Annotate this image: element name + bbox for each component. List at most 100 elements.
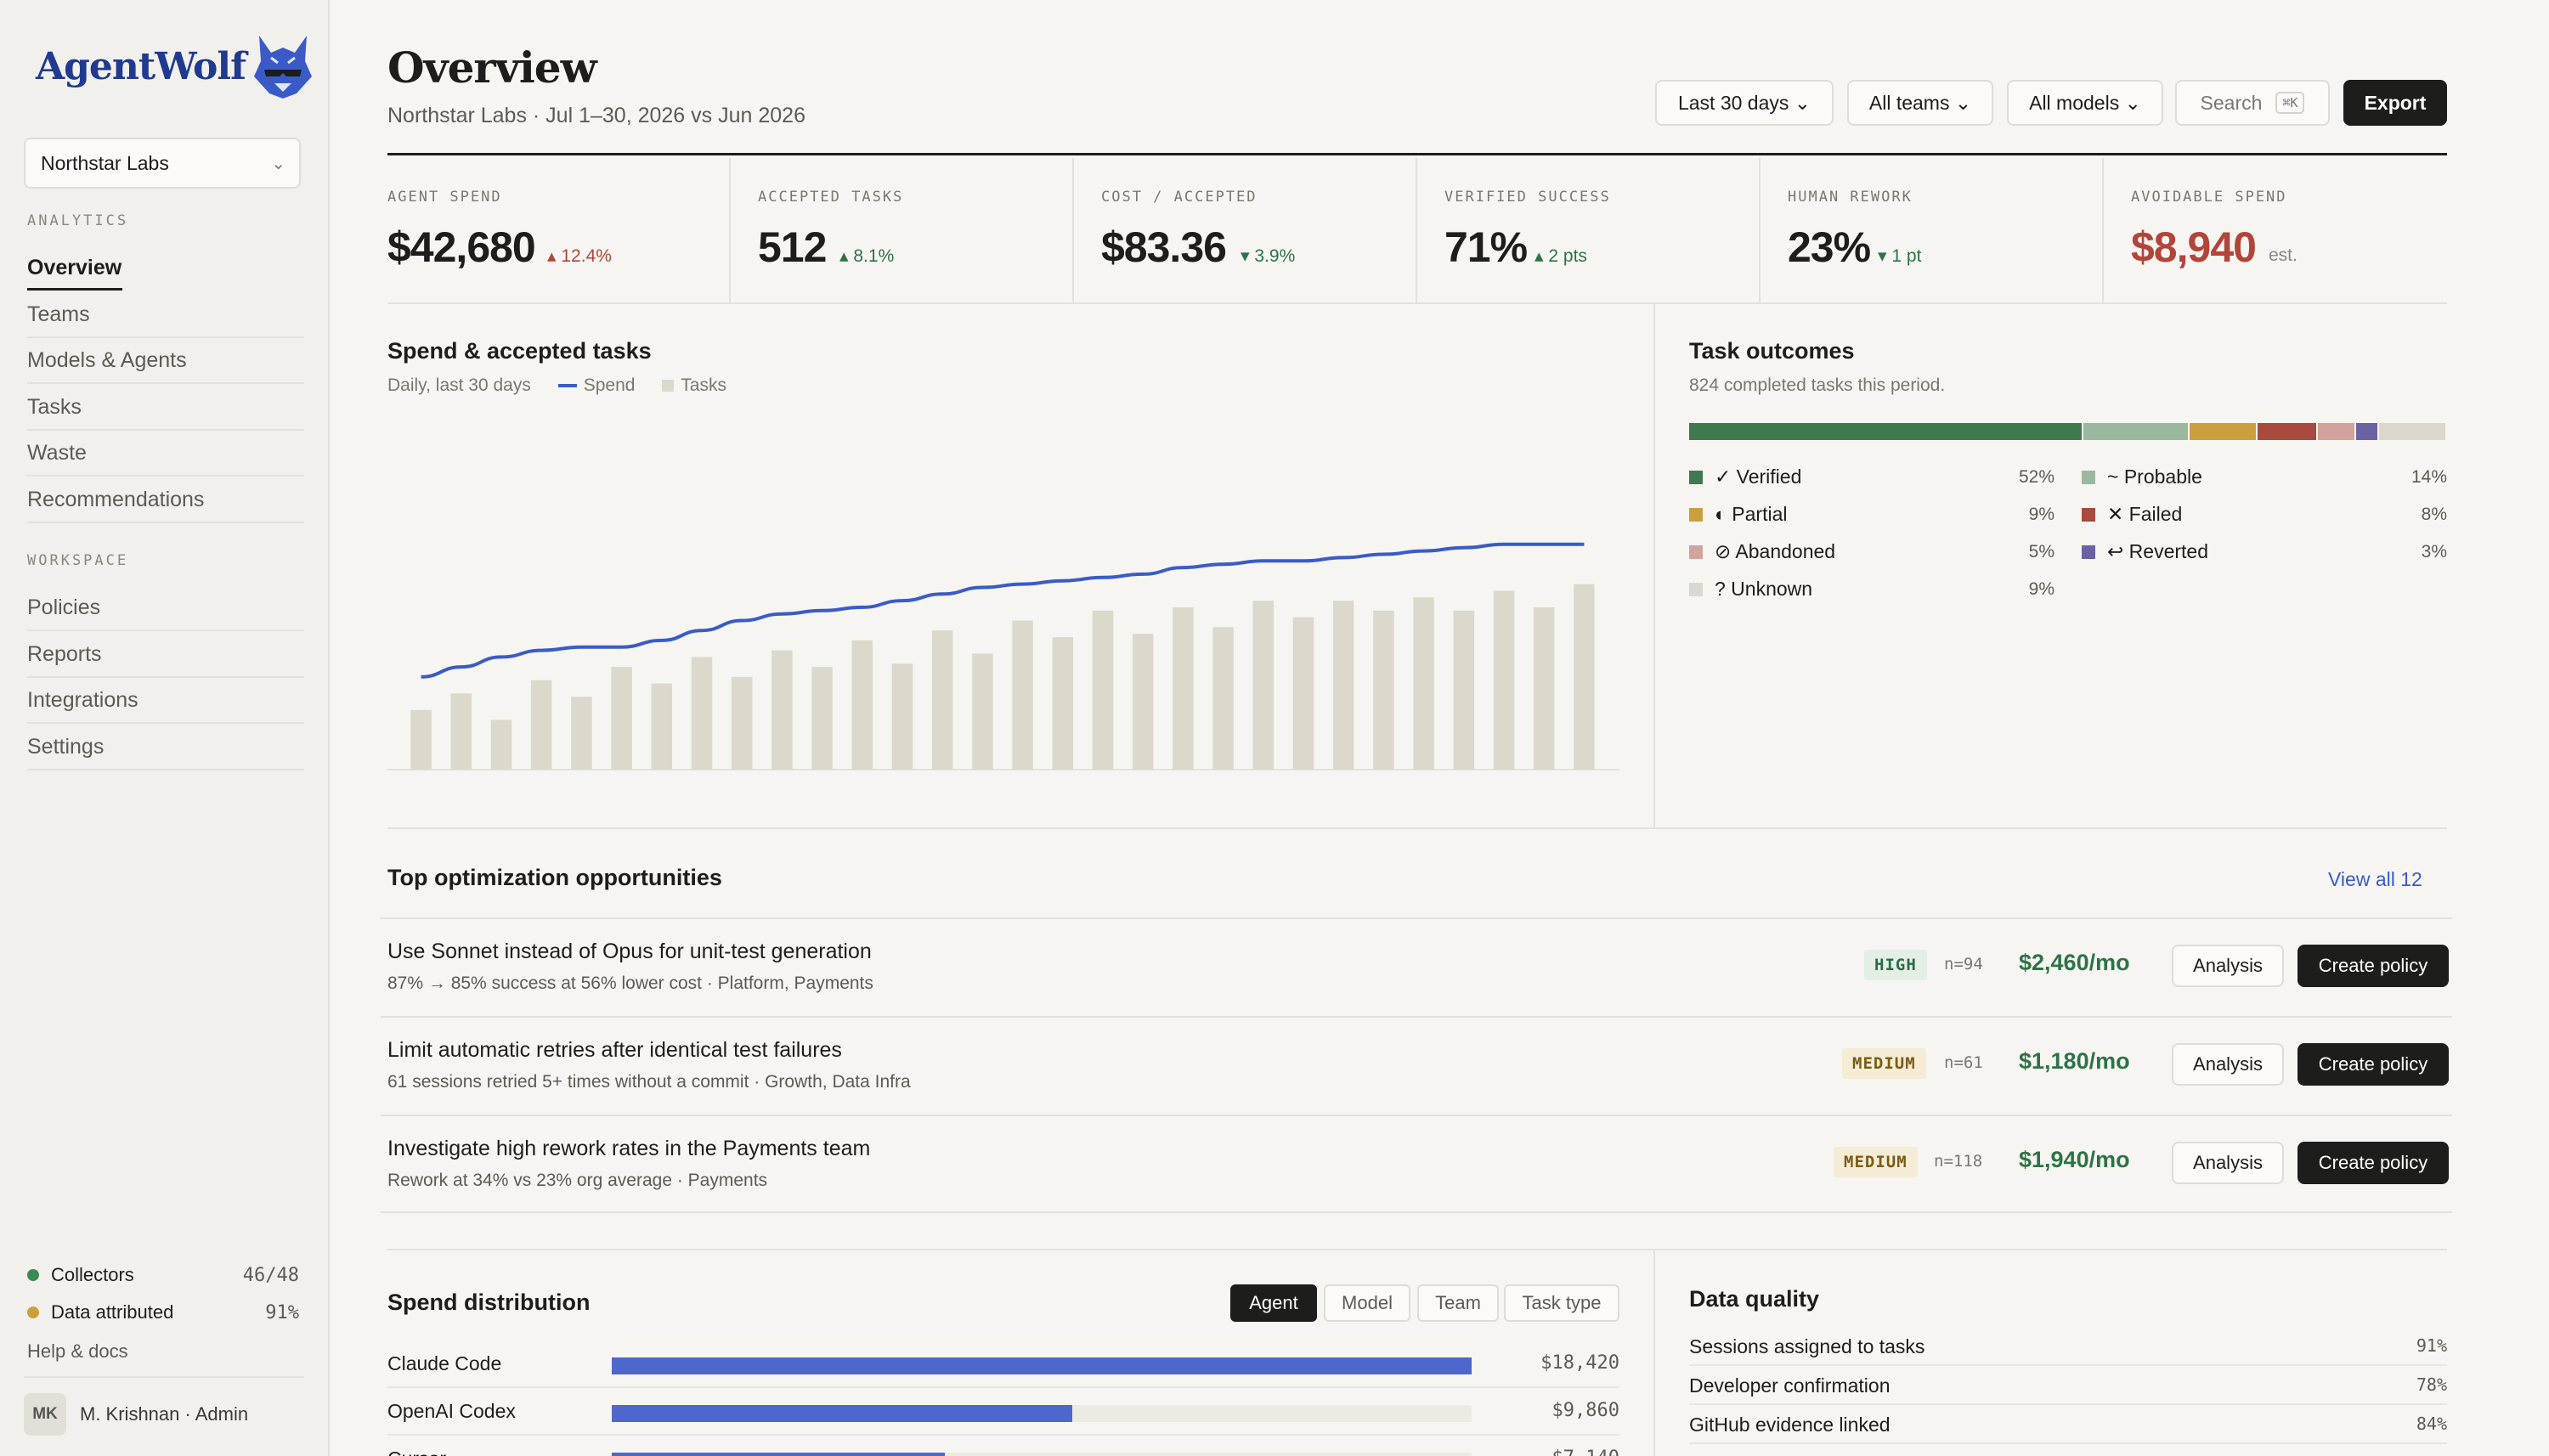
sidebar: AgentWolf Northstar Labs ⌄ ANALYTICS Ove… [0,0,330,1456]
page-title: Overview [387,42,597,93]
view-all-link[interactable]: View all 12 [2328,868,2422,890]
data-attributed-status[interactable]: Data attributed 91% [27,1301,299,1323]
outcome-label: ~ Probable [2107,466,2202,488]
tasks-bar [1052,637,1074,770]
reverted-swatch-icon [2082,545,2095,559]
collectors-status[interactable]: Collectors 46/48 [27,1264,299,1286]
export-button[interactable]: Export [2343,80,2447,126]
help-docs-link[interactable]: Help & docs [27,1340,128,1362]
data-quality-row: Developer confirmation 78% [1689,1366,2447,1405]
tasks-bar [1373,610,1394,770]
analysis-button[interactable]: Analysis [2172,1043,2284,1086]
sidebar-item-models-agents[interactable]: Models & Agents [27,338,304,384]
outcome-label: ✓ Verified [1715,466,1802,488]
tab-team[interactable]: Team [1417,1284,1499,1322]
kpi-label: VERIFIED SUCCESS [1444,189,1611,206]
tab-task-type[interactable]: Task type [1504,1284,1619,1322]
user-name: M. Krishnan · Admin [80,1403,249,1425]
spend-chart-title: Spend & accepted tasks [387,338,652,364]
date-range-filter[interactable]: Last 30 days ⌄ [1655,80,1834,126]
outcome-label: ? Unknown [1715,578,1813,600]
tasks-bar [571,697,592,770]
divider [24,1376,304,1378]
search-button[interactable]: Search ⌘K [2175,80,2330,126]
sidebar-item-tasks[interactable]: Tasks [27,385,304,431]
tasks-bar [972,653,993,770]
brand-name: AgentWolf [36,44,246,88]
divider [1653,1249,1655,1456]
tab-model[interactable]: Model [1324,1284,1410,1322]
sidebar-item-reports[interactable]: Reports [27,632,304,678]
analysis-button[interactable]: Analysis [2172,945,2284,987]
kpi-label: AVOIDABLE SPEND [2131,189,2287,206]
logo[interactable]: AgentWolf [36,32,314,100]
data-quality-row: Sessions assigned to tasks 91% [1689,1327,2447,1366]
sidebar-item-waste[interactable]: Waste [27,431,304,477]
tasks-bar [1092,610,1114,770]
team-filter[interactable]: All teams ⌄ [1847,80,1993,126]
opportunity-detail: 61 sessions retried 5+ times without a c… [387,1072,911,1092]
sample-size: n=94 [1944,955,1983,973]
kpi-delta: ▴ 2 pts [1534,246,1587,266]
outcome-segment [2257,423,2319,440]
tasks-bar [1292,617,1314,770]
opportunity-row[interactable]: Use Sonnet instead of Opus for unit-test… [381,917,2452,1016]
sidebar-item-recommendations[interactable]: Recommendations [27,477,304,523]
tasks-bar [1332,601,1354,770]
kpi-verified-success: VERIFIED SUCCESS 71% ▴ 2 pts [1417,158,1761,302]
org-select[interactable]: Northstar Labs ⌄ [24,138,301,189]
probable-swatch-icon [2082,470,2095,484]
monthly-saving: $1,180/mo [2019,1048,2130,1074]
distribution-bar [612,1357,1472,1374]
workspace-heading: WORKSPACE [27,552,129,569]
analysis-button[interactable]: Analysis [2172,1142,2284,1184]
opportunity-row[interactable]: Limit automatic retries after identical … [381,1016,2452,1115]
create-policy-button[interactable]: Create policy [2297,1043,2449,1086]
sidebar-item-label: Integrations [27,687,138,712]
create-policy-button[interactable]: Create policy [2297,945,2449,987]
org-select-value: Northstar Labs [41,151,169,174]
outcome-abandoned: ⊘ Abandoned 5% [1689,540,2054,563]
sidebar-item-teams[interactable]: Teams [27,292,304,338]
spend-chart-legend: Daily, last 30 days Spend Tasks [387,375,726,396]
sidebar-item-overview[interactable]: Overview [27,245,304,291]
kpi-label: ACCEPTED TASKS [758,189,904,206]
kpi-delta: ▾ 1 pt [1878,246,1922,266]
tab-agent[interactable]: Agent [1230,1284,1317,1322]
sidebar-item-integrations[interactable]: Integrations [27,678,304,724]
data-quality-label: GitHub evidence linked [1689,1414,1891,1436]
sidebar-item-label: Overview [27,255,122,279]
user-menu[interactable]: MK M. Krishnan · Admin [24,1393,304,1436]
create-policy-button[interactable]: Create policy [2297,1142,2449,1184]
opportunity-detail: 87% → 85% success at 56% lower cost · Pl… [387,973,873,993]
distribution-bar-track [612,1357,1472,1374]
outcome-probable: ~ Probable 14% [2082,466,2447,488]
model-filter[interactable]: All models ⌄ [2007,80,2163,126]
outcome-segment [2318,423,2356,440]
tasks-bar [691,657,713,770]
sidebar-item-policies[interactable]: Policies [27,585,304,631]
tasks-bar [1012,620,1033,770]
distribution-label: Claude Code [387,1352,502,1374]
legend-spend-label: Spend [583,375,636,395]
data-quality-value: 78% [2416,1374,2447,1395]
tasks-bar [530,680,552,770]
legend-tasks: Tasks [662,375,726,395]
opportunity-row[interactable]: Investigate high rework rates in the Pay… [381,1115,2452,1213]
opportunities-title: Top optimization opportunities [387,865,722,890]
distribution-row: Cursor $7,140 [387,1436,1619,1456]
outcome-verified: ✓ Verified 52% [1689,466,2054,488]
kpi-agent-spend: AGENT SPEND $42,680 ▴ 12.4% [387,158,731,302]
data-quality-label: Developer confirmation [1689,1374,1891,1397]
kpi-label: AGENT SPEND [387,189,502,206]
active-underline [27,288,122,291]
outcome-pct: 52% [2018,466,2054,487]
sidebar-item-label: Reports [27,641,102,666]
sidebar-item-label: Tasks [27,394,82,419]
legend-spend: Spend [557,375,636,395]
unknown-swatch-icon [1689,582,1703,596]
tasks-bar [1413,597,1434,770]
spend-distribution-title: Spend distribution [387,1290,591,1315]
outcome-segment [2083,423,2190,440]
sidebar-item-settings[interactable]: Settings [27,725,304,770]
